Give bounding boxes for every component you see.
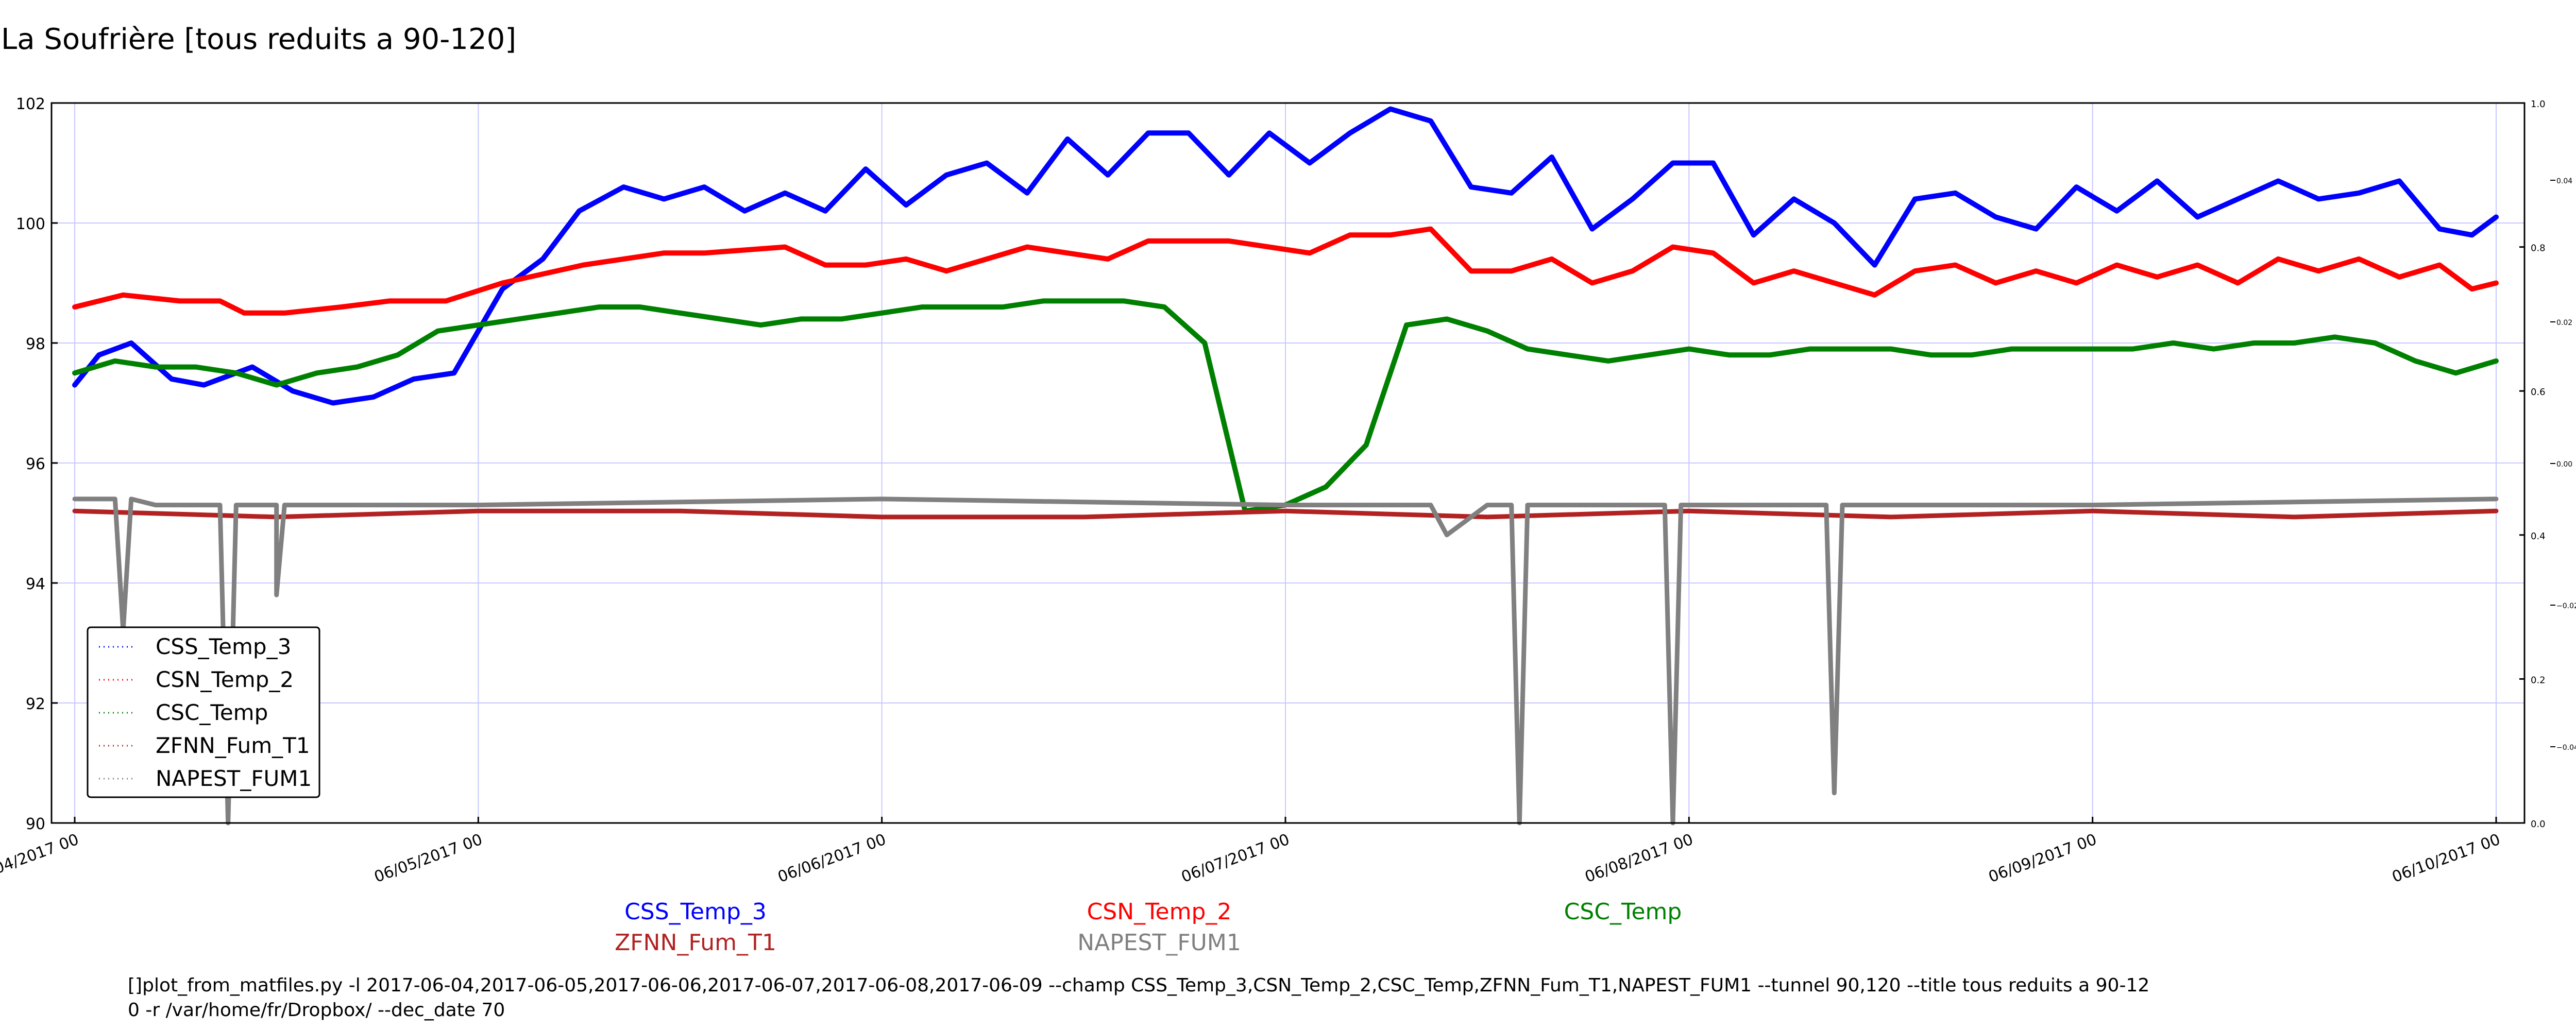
y-tick-label: 102 [16, 95, 45, 113]
caption-zfnn-fum-t1: ZFNN_Fum_T1 [615, 930, 776, 956]
series-layer [72, 106, 2499, 826]
y-tick-label: 92 [26, 695, 45, 713]
series-css-temp-3 [72, 106, 2499, 406]
chart-title: La Soufrière [tous reduits a 90-120] [1, 23, 517, 56]
inner-tick-label: −0.04 [2556, 744, 2576, 752]
x-tick-label: 06/10/2017 00 [2389, 831, 2502, 886]
command-line-2: 0 -r /var/home/fr/Dropbox/ --dec_date 70 [128, 1000, 505, 1021]
right-tick-label: 0.4 [2531, 531, 2546, 542]
inner-tick-label: 0.02 [2556, 319, 2572, 327]
legend-label-csc-temp: CSC_Temp [156, 700, 268, 725]
y-tick-label: 100 [16, 215, 45, 233]
caption-csc-temp: CSC_Temp [1564, 899, 1682, 925]
x-tick-label: 06/04/2017 00 [0, 831, 81, 886]
y-tick-label: 90 [26, 815, 45, 833]
right-tick-label: 0.2 [2531, 675, 2546, 685]
caption-csn-temp-2: CSN_Temp_2 [1087, 899, 1232, 925]
inner-tick-label: 0.00 [2556, 460, 2572, 469]
grid-lines [52, 102, 2524, 823]
x-tick-label: 06/09/2017 00 [1986, 831, 2099, 886]
legend-label-csn-temp-2: CSN_Temp_2 [156, 667, 294, 692]
x-tick-label: 06/07/2017 00 [1179, 831, 1292, 886]
series-csn-temp-2 [72, 226, 2499, 316]
right-tick-label: 0.0 [2531, 819, 2546, 830]
legend-label-css-temp-3: CSS_Temp_3 [156, 634, 291, 659]
inner-tick-label: −0.02 [2556, 602, 2576, 610]
legend[interactable]: CSS_Temp_3 CSN_Temp_2 CSC_Temp ZFNN_Fum_T1 N… [87, 626, 320, 798]
legend-box [87, 626, 320, 798]
legend-label-napest-fum1: NAPEST_FUM1 [156, 766, 312, 791]
legend-label-zfnn-fum-t1: ZFNN_Fum_T1 [156, 733, 310, 758]
y-tick-label: 94 [26, 575, 45, 593]
right-tick-label: 0.6 [2531, 387, 2546, 398]
x-tick-label: 06/05/2017 00 [372, 831, 485, 886]
y-tick-label: 96 [26, 455, 45, 473]
x-tick-label: 06/06/2017 00 [775, 831, 888, 886]
y-tick-label: 98 [26, 335, 45, 353]
inner-tick-label: 0.04 [2556, 177, 2572, 185]
caption-napest-fum1: NAPEST_FUM1 [1077, 930, 1241, 956]
series-zfnn-fum-t1 [72, 508, 2499, 520]
right-tick-label: 1.0 [2531, 99, 2546, 110]
axes: 90 92 94 96 98 100 102 06/04/2017 00 06/05/2017 … [0, 95, 2576, 886]
right-tick-label: 0.8 [2531, 243, 2546, 254]
command-line-1: []plot_from_matfiles.py -l 2017-06-04,20… [128, 975, 2150, 996]
caption-css-temp-3: CSS_Temp_3 [624, 899, 767, 925]
x-tick-label: 06/08/2017 00 [1583, 831, 1696, 886]
command-line: []plot_from_matfiles.py -l 2017-06-04,20… [128, 973, 2149, 1023]
series-napest-fum1 [72, 496, 2499, 826]
